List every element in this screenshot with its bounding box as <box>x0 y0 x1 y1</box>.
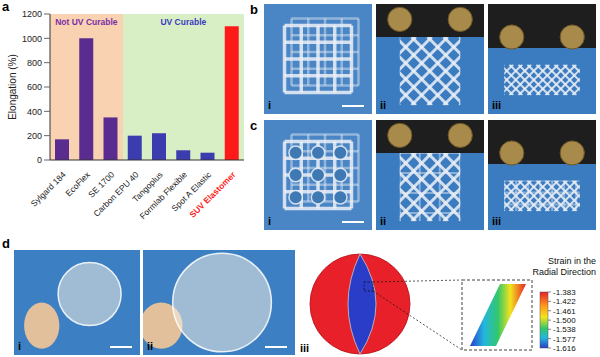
svg-text:Radial Direction: Radial Direction <box>532 267 596 277</box>
svg-text:-1.538: -1.538 <box>553 325 576 334</box>
svg-text:-1.500: -1.500 <box>553 316 576 325</box>
svg-text:Spot A Elastic: Spot A Elastic <box>169 169 214 214</box>
svg-text:Strain in the: Strain in the <box>548 256 596 266</box>
html-text:UV Curable: UV Curable <box>160 17 207 27</box>
svg-text:i: i <box>268 99 271 111</box>
svg-text:iii: iii <box>492 215 501 227</box>
svg-text:ii: ii <box>380 215 386 227</box>
svg-text:1200: 1200 <box>22 9 42 19</box>
html-text:a: a <box>2 0 10 14</box>
svg-text:i: i <box>18 340 21 352</box>
svg-text:SE 1700: SE 1700 <box>86 169 117 200</box>
svg-text:iii: iii <box>300 342 309 354</box>
svg-text:800: 800 <box>27 58 42 68</box>
svg-text:1000: 1000 <box>22 34 42 44</box>
svg-text:600: 600 <box>27 82 42 92</box>
svg-text:200: 200 <box>27 131 42 141</box>
svg-text:d: d <box>2 236 10 251</box>
html-text:Not UV Curable: Not UV Curable <box>55 17 118 27</box>
svg-text:Carbon EPU 40: Carbon EPU 40 <box>91 169 141 219</box>
svg-text:ii: ii <box>147 340 153 352</box>
svg-text:Elongation (%): Elongation (%) <box>7 54 18 120</box>
svg-text:ii: ii <box>380 99 386 111</box>
svg-text:iii: iii <box>492 99 501 111</box>
svg-text:b: b <box>250 2 258 17</box>
svg-text:i: i <box>268 215 271 227</box>
svg-text:Formlab Flexible: Formlab Flexible <box>137 169 189 222</box>
svg-text:-1.577: -1.577 <box>553 335 576 344</box>
svg-text:0: 0 <box>37 155 42 165</box>
svg-text:EcoFlex: EcoFlex <box>63 169 92 199</box>
svg-text:-1.383: -1.383 <box>553 288 576 297</box>
svg-text:SUV Elastomer: SUV Elastomer <box>187 169 238 220</box>
svg-text:Sylgard 184: Sylgard 184 <box>29 169 68 208</box>
svg-text:-1.422: -1.422 <box>553 297 576 306</box>
svg-text:c: c <box>250 118 257 133</box>
svg-text:-1.616: -1.616 <box>553 344 576 353</box>
svg-text:400: 400 <box>27 107 42 117</box>
svg-text:-1.461: -1.461 <box>553 307 576 316</box>
svg-text:Tangoplus: Tangoplus <box>130 169 165 205</box>
